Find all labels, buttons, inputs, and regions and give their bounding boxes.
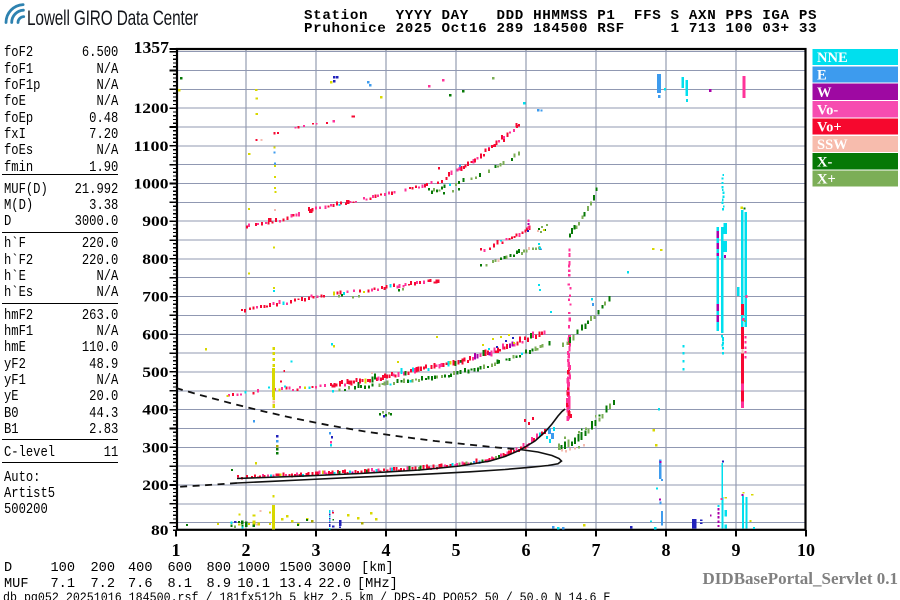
svg-text:700: 700 [142, 290, 168, 306]
svg-text:2: 2 [242, 540, 251, 560]
svg-text:1357: 1357 [134, 38, 170, 57]
svg-text:1100: 1100 [134, 139, 169, 155]
svg-text:X+: X+ [817, 172, 836, 188]
svg-text:6: 6 [522, 540, 531, 560]
svg-text:X-: X- [817, 154, 832, 170]
svg-text:8: 8 [662, 540, 671, 560]
svg-text:600: 600 [142, 327, 168, 343]
svg-text:900: 900 [142, 214, 168, 230]
svg-text:W: W [817, 85, 832, 101]
svg-text:9: 9 [732, 540, 741, 560]
svg-text:E: E [817, 68, 827, 84]
svg-text:1: 1 [172, 540, 181, 560]
svg-text:4: 4 [382, 540, 391, 560]
svg-text:NNE: NNE [817, 50, 848, 66]
svg-text:Vo+: Vo+ [817, 120, 842, 136]
svg-text:5: 5 [452, 540, 461, 560]
svg-text:500: 500 [142, 365, 168, 381]
svg-text:7: 7 [592, 540, 601, 560]
svg-text:3: 3 [312, 540, 321, 560]
svg-text:80: 80 [151, 523, 169, 539]
svg-text:10: 10 [797, 540, 815, 560]
svg-text:1000: 1000 [134, 177, 169, 193]
svg-text:200: 200 [142, 478, 168, 494]
svg-text:300: 300 [142, 440, 168, 456]
svg-text:SSW: SSW [817, 137, 848, 153]
svg-text:Vo-: Vo- [817, 102, 838, 118]
svg-text:400: 400 [142, 403, 168, 419]
svg-text:800: 800 [142, 252, 168, 268]
svg-text:1200: 1200 [134, 101, 169, 117]
